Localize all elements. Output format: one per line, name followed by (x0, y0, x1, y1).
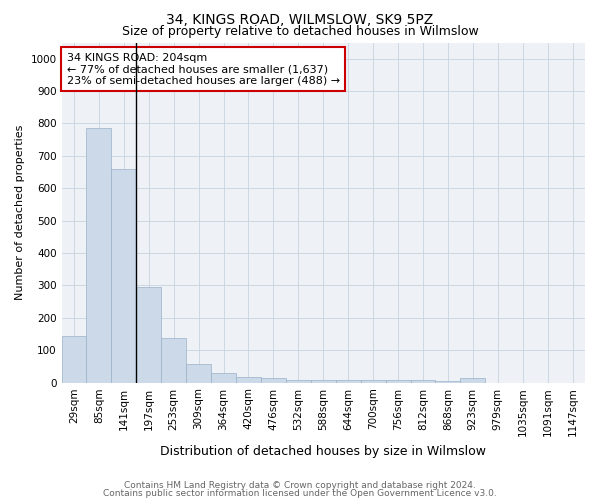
Bar (460, 378, 485, 382)
Bar (311, 380, 336, 382)
Bar (386, 380, 410, 382)
Text: Contains public sector information licensed under the Open Government Licence v3: Contains public sector information licen… (103, 490, 497, 498)
Bar (62, 336, 86, 382)
Text: Contains HM Land Registry data © Crown copyright and database right 2024.: Contains HM Land Registry data © Crown c… (124, 481, 476, 490)
Bar (211, 374, 236, 382)
Bar (186, 364, 211, 382)
X-axis label: Distribution of detached houses by size in Wilmslow: Distribution of detached houses by size … (160, 444, 486, 458)
Bar (410, 380, 436, 382)
Y-axis label: Number of detached properties: Number of detached properties (15, 125, 25, 300)
Bar (86, 128, 112, 382)
Text: 34, KINGS ROAD, WILMSLOW, SK9 5PZ: 34, KINGS ROAD, WILMSLOW, SK9 5PZ (166, 12, 434, 26)
Bar (161, 338, 186, 382)
Bar (336, 380, 361, 382)
Bar (236, 376, 261, 382)
Bar (286, 380, 311, 382)
Bar (261, 378, 286, 382)
Bar (112, 169, 136, 382)
Bar (436, 381, 460, 382)
Bar (136, 287, 161, 382)
Bar (361, 380, 386, 382)
Text: Size of property relative to detached houses in Wilmslow: Size of property relative to detached ho… (122, 25, 478, 38)
Text: 34 KINGS ROAD: 204sqm
← 77% of detached houses are smaller (1,637)
23% of semi-d: 34 KINGS ROAD: 204sqm ← 77% of detached … (67, 52, 340, 86)
